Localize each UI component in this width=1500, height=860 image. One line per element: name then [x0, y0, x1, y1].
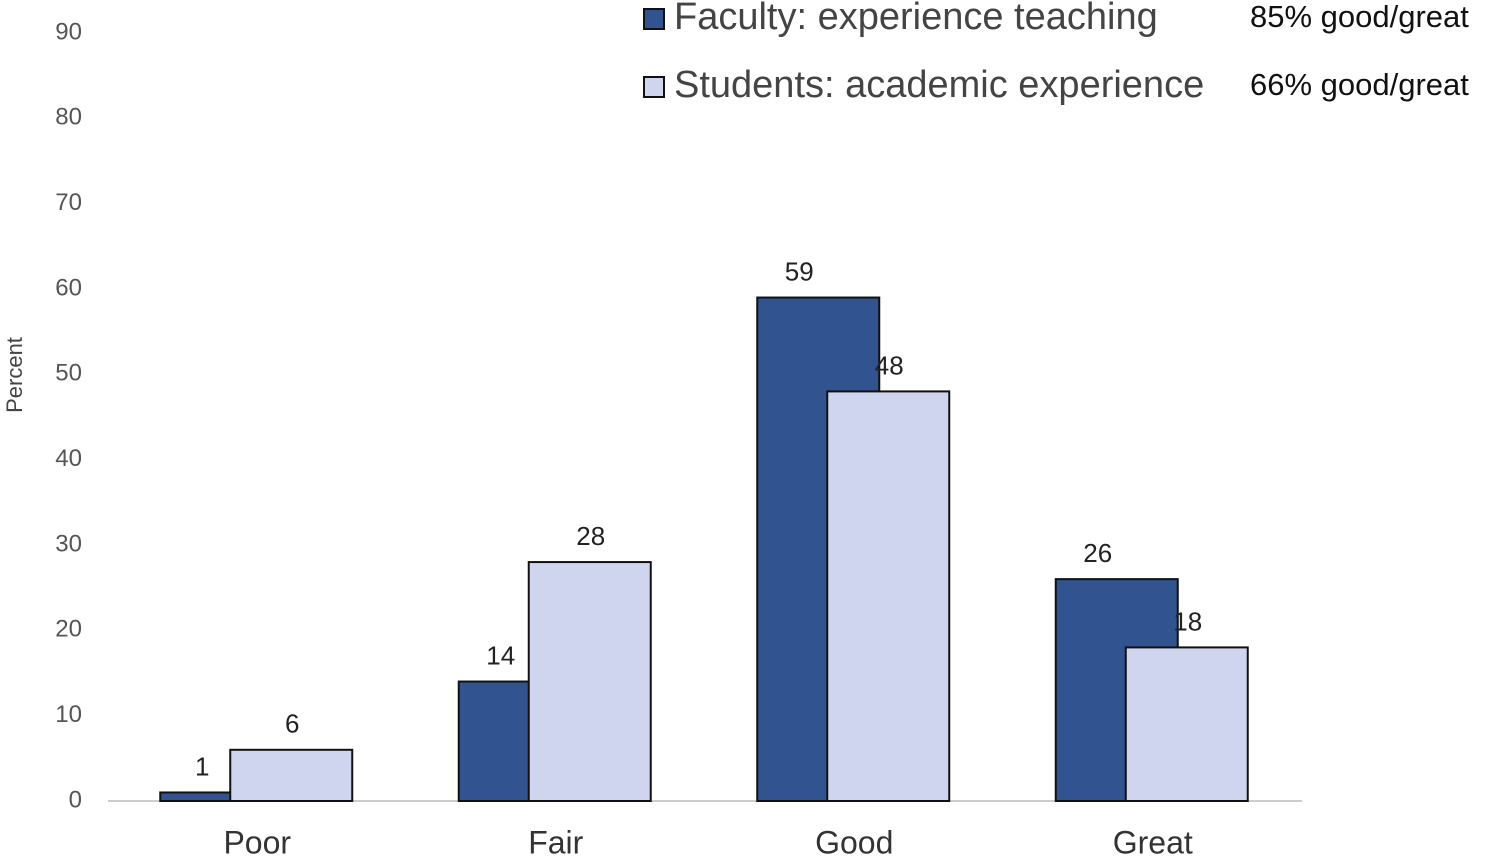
- legend-label: Students: academic experience: [674, 64, 1204, 106]
- value-label: 18: [1173, 606, 1202, 636]
- y-tick-label: 70: [55, 189, 82, 216]
- value-label: 48: [875, 350, 904, 380]
- value-label: 6: [285, 709, 299, 739]
- bar: [527, 561, 652, 802]
- value-label: 14: [486, 640, 515, 670]
- y-tick-label: 60: [55, 274, 82, 301]
- y-tick-label: 90: [55, 18, 82, 45]
- x-tick-label: Poor: [223, 824, 291, 860]
- y-tick-label: 50: [55, 360, 82, 387]
- value-label: 59: [785, 256, 814, 286]
- legend-swatch: [643, 76, 665, 98]
- value-label: 1: [195, 751, 209, 781]
- value-label: 26: [1083, 538, 1112, 568]
- x-tick-label: Fair: [528, 824, 583, 860]
- legend-annotation: 85% good/great: [1250, 0, 1469, 34]
- legend-annotation: 66% good/great: [1250, 67, 1469, 102]
- legend-label: Faculty: experience teaching: [674, 0, 1158, 38]
- x-tick-label: Great: [1113, 824, 1193, 860]
- legend-swatch: [643, 8, 665, 30]
- y-tick-label: 10: [55, 701, 82, 728]
- y-tick-label: 20: [55, 616, 82, 643]
- bar: [826, 390, 951, 802]
- value-label: 28: [576, 521, 605, 551]
- bar: [229, 748, 354, 802]
- y-tick-label: 80: [55, 104, 82, 131]
- y-tick-label: 30: [55, 530, 82, 557]
- x-tick-label: Good: [815, 824, 893, 860]
- y-tick-label: 0: [69, 786, 82, 813]
- y-axis-label: Percent: [2, 337, 27, 413]
- y-tick-label: 40: [55, 445, 82, 472]
- bar: [1124, 646, 1249, 803]
